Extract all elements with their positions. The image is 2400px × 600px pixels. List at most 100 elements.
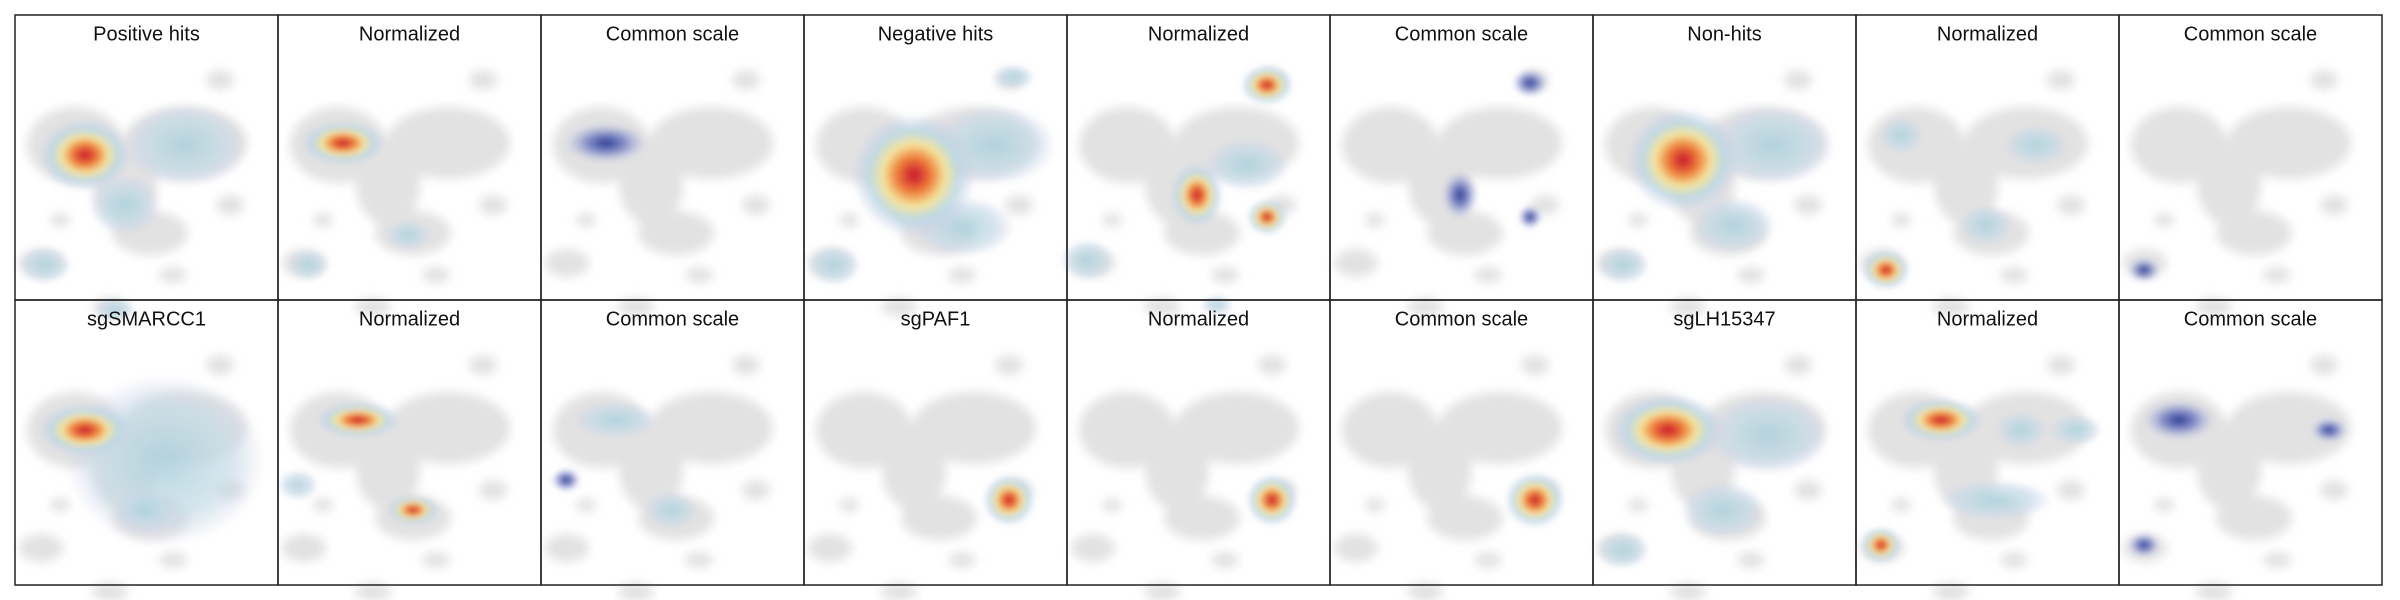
panel-title: sgLH15347	[1673, 308, 1775, 330]
density-spot	[1861, 527, 1901, 563]
density-map	[545, 70, 773, 316]
panel: Common scale	[1329, 299, 1594, 600]
density-spot	[2128, 258, 2160, 282]
density-spot	[1899, 398, 1983, 442]
panel-title: sgSMARCC1	[87, 308, 206, 330]
embedding-silhouette	[545, 70, 773, 316]
density-spot	[89, 175, 161, 235]
panel: Common scale	[2118, 299, 2383, 600]
density-spot	[123, 103, 247, 187]
density-map	[19, 70, 247, 322]
density-spot	[115, 488, 175, 532]
density-spot	[1940, 480, 2052, 520]
density-spot	[564, 123, 648, 163]
density-spot	[39, 119, 131, 191]
density-spot	[95, 298, 135, 322]
density-spot	[1995, 412, 2047, 448]
density-spot	[1505, 472, 1565, 528]
panel: sgPAF1	[803, 299, 1068, 600]
density-map	[1860, 355, 2102, 600]
density-map	[1860, 70, 2088, 316]
panel-title: Normalized	[359, 23, 460, 45]
density-spot	[1061, 240, 1113, 280]
density-spot	[1247, 199, 1287, 235]
density-map	[808, 355, 1036, 600]
panel-border	[2118, 299, 2383, 586]
panel: Common scale	[1329, 14, 1594, 316]
density-spot	[386, 220, 430, 250]
density-spot	[2128, 533, 2160, 557]
density-spot	[1442, 171, 1478, 219]
density-spot	[808, 245, 860, 285]
panel-title: Common scale	[606, 308, 739, 330]
density-map	[808, 65, 1056, 316]
density-spot	[1612, 394, 1724, 466]
panel: Negative hits	[803, 14, 1068, 316]
density-map	[1334, 69, 1562, 316]
panel-title: Normalized	[1937, 23, 2038, 45]
panel: Normalized	[1855, 14, 2120, 316]
panel-title: Common scale	[2184, 308, 2317, 330]
density-spot	[1627, 108, 1739, 212]
panel: Normalized	[1061, 14, 1331, 316]
density-spot	[2143, 400, 2215, 440]
panel: sgSMARCC1	[14, 299, 279, 600]
panel-title: Common scale	[2184, 23, 2317, 45]
density-map	[1597, 355, 1830, 600]
density-spot	[1711, 105, 1835, 185]
density-spot	[316, 402, 400, 438]
density-spot	[1597, 247, 1649, 283]
panel-title: sgPAF1	[901, 308, 971, 330]
panel-title: Common scale	[1395, 308, 1528, 330]
embedding-silhouette	[1860, 355, 2088, 600]
density-map	[545, 355, 773, 600]
density-spot	[2311, 418, 2347, 442]
density-spot	[301, 121, 385, 165]
density-map	[2123, 355, 2351, 600]
embedding-silhouette	[282, 70, 510, 316]
panel: Normalized	[1855, 299, 2120, 600]
panel-title: Positive hits	[93, 23, 200, 45]
density-map	[19, 355, 265, 600]
embedding-silhouette	[2123, 70, 2351, 316]
panel: Common scale	[2118, 14, 2383, 316]
density-spot	[551, 468, 581, 492]
density-spot	[1862, 250, 1910, 290]
panel: Common scale	[540, 14, 805, 316]
density-spot	[1960, 205, 2012, 245]
panel-title: Normalized	[1148, 308, 1249, 330]
density-spot	[1681, 482, 1765, 538]
panel: Non-hits	[1592, 14, 1857, 316]
panel-title: Normalized	[1937, 308, 2038, 330]
density-spot	[19, 247, 71, 283]
embedding-silhouette	[282, 355, 510, 600]
panel-title: Non-hits	[1687, 23, 1761, 45]
density-map	[1334, 355, 1565, 600]
density-spot	[1691, 197, 1775, 253]
density-spot	[387, 495, 439, 525]
density-spot	[1597, 532, 1649, 568]
density-spot	[1171, 163, 1223, 227]
density-map	[2123, 70, 2351, 316]
density-spot	[1518, 205, 1542, 229]
panel: Common scale	[540, 299, 805, 600]
density-map	[282, 70, 510, 316]
density-spot	[278, 470, 318, 500]
density-spot	[1241, 65, 1293, 105]
panel: Normalized	[277, 14, 542, 316]
density-spot	[645, 492, 697, 528]
density-spot	[2050, 415, 2102, 445]
density-map	[1061, 65, 1299, 316]
panel: Normalized	[1066, 299, 1331, 600]
density-spot	[1246, 474, 1298, 526]
density-spot	[994, 65, 1034, 89]
panel-title: Common scale	[606, 23, 739, 45]
panel: Normalized	[277, 299, 542, 600]
embedding-silhouette	[2123, 355, 2351, 600]
panel-title: Common scale	[1395, 23, 1528, 45]
panel-title: Normalized	[1148, 23, 1249, 45]
density-spot	[1879, 117, 1923, 153]
density-spot	[39, 404, 131, 456]
density-spot	[852, 113, 976, 237]
